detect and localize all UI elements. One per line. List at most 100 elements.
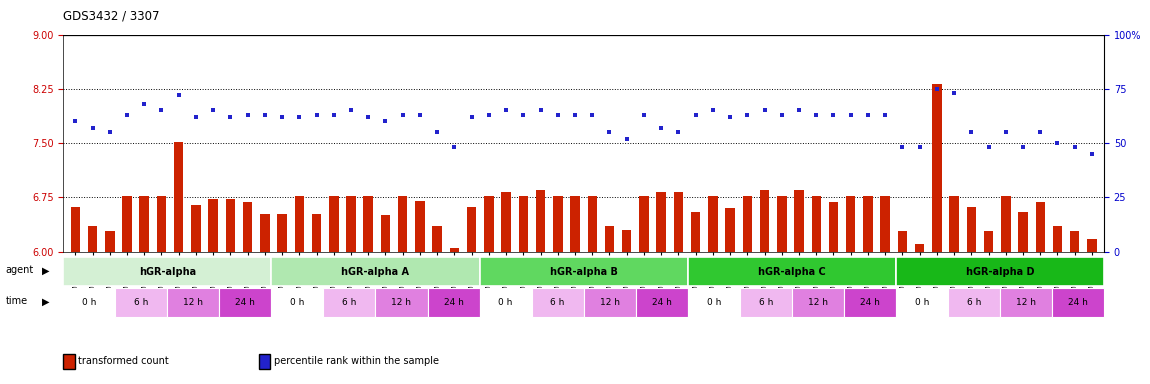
Bar (896, 257, 1104, 286)
Bar (467, 207, 476, 252)
Bar (812, 196, 821, 252)
Bar (688, 288, 739, 317)
Text: 12 h: 12 h (599, 298, 620, 307)
Text: time: time (6, 296, 28, 306)
Bar (584, 288, 636, 317)
Bar (795, 190, 804, 252)
Bar (639, 196, 649, 252)
Text: 12 h: 12 h (1015, 298, 1036, 307)
Bar (588, 196, 597, 252)
Point (980, 144, 998, 151)
Bar (622, 230, 631, 252)
Point (83, 125, 101, 131)
Bar (933, 84, 942, 252)
Text: 0 h: 0 h (82, 298, 97, 307)
Point (117, 112, 136, 118)
Point (411, 112, 429, 118)
Bar (63, 257, 271, 286)
Bar (864, 196, 873, 252)
Point (876, 112, 895, 118)
Text: 6 h: 6 h (551, 298, 565, 307)
Bar (243, 202, 252, 252)
Bar (674, 192, 683, 252)
Text: 24 h: 24 h (860, 298, 880, 307)
Point (721, 114, 739, 120)
Point (583, 112, 601, 118)
Point (1014, 144, 1033, 151)
Point (428, 129, 446, 135)
Bar (881, 196, 890, 252)
Point (342, 108, 360, 114)
Bar (329, 196, 338, 252)
Text: 24 h: 24 h (236, 298, 255, 307)
Point (531, 108, 550, 114)
Bar (1035, 202, 1045, 252)
Bar (967, 207, 976, 252)
Bar (829, 202, 838, 252)
Point (1032, 129, 1050, 135)
Bar (450, 248, 459, 252)
Point (307, 112, 325, 118)
Bar (844, 288, 896, 317)
Bar (381, 215, 390, 252)
Bar (115, 288, 168, 317)
Point (687, 112, 705, 118)
Bar (225, 199, 235, 252)
Bar (271, 257, 480, 286)
Bar (501, 192, 511, 252)
Bar (1052, 226, 1063, 252)
Point (376, 118, 394, 124)
Bar (657, 192, 666, 252)
Bar (174, 142, 184, 252)
Bar (294, 196, 304, 252)
Bar (688, 257, 896, 286)
Bar (898, 231, 907, 252)
Point (652, 125, 670, 131)
Point (445, 144, 463, 151)
Text: hGR-alpha A: hGR-alpha A (342, 266, 409, 277)
Bar (739, 288, 791, 317)
Point (480, 112, 498, 118)
Text: percentile rank within the sample: percentile rank within the sample (274, 356, 438, 366)
Bar (375, 288, 428, 317)
Bar (1070, 231, 1080, 252)
Text: hGR-alpha B: hGR-alpha B (550, 266, 618, 277)
Point (600, 129, 619, 135)
Point (738, 112, 757, 118)
Point (324, 112, 343, 118)
Point (773, 112, 791, 118)
Bar (156, 196, 167, 252)
Point (963, 129, 981, 135)
Point (152, 108, 170, 114)
Text: 12 h: 12 h (807, 298, 828, 307)
Point (238, 112, 256, 118)
Bar (948, 288, 999, 317)
Bar (428, 288, 480, 317)
Point (66, 118, 84, 124)
Bar (605, 226, 614, 252)
Point (1083, 151, 1102, 157)
Point (825, 112, 843, 118)
Bar (519, 196, 528, 252)
Text: 6 h: 6 h (967, 298, 981, 307)
Point (566, 112, 584, 118)
Point (669, 129, 688, 135)
Bar (168, 288, 220, 317)
Point (1066, 144, 1084, 151)
Text: 24 h: 24 h (652, 298, 672, 307)
Bar (432, 226, 442, 252)
Point (497, 108, 515, 114)
Bar (1018, 212, 1028, 252)
Bar (846, 196, 856, 252)
Bar (636, 288, 688, 317)
Bar (398, 196, 407, 252)
Point (462, 114, 481, 120)
Bar (105, 231, 115, 252)
Point (1049, 140, 1067, 146)
Text: ▶: ▶ (41, 266, 49, 276)
Text: 0 h: 0 h (498, 298, 513, 307)
Text: hGR-alpha D: hGR-alpha D (966, 266, 1034, 277)
Bar (553, 196, 562, 252)
Text: GDS3432 / 3307: GDS3432 / 3307 (63, 10, 160, 23)
Text: 24 h: 24 h (1068, 298, 1088, 307)
